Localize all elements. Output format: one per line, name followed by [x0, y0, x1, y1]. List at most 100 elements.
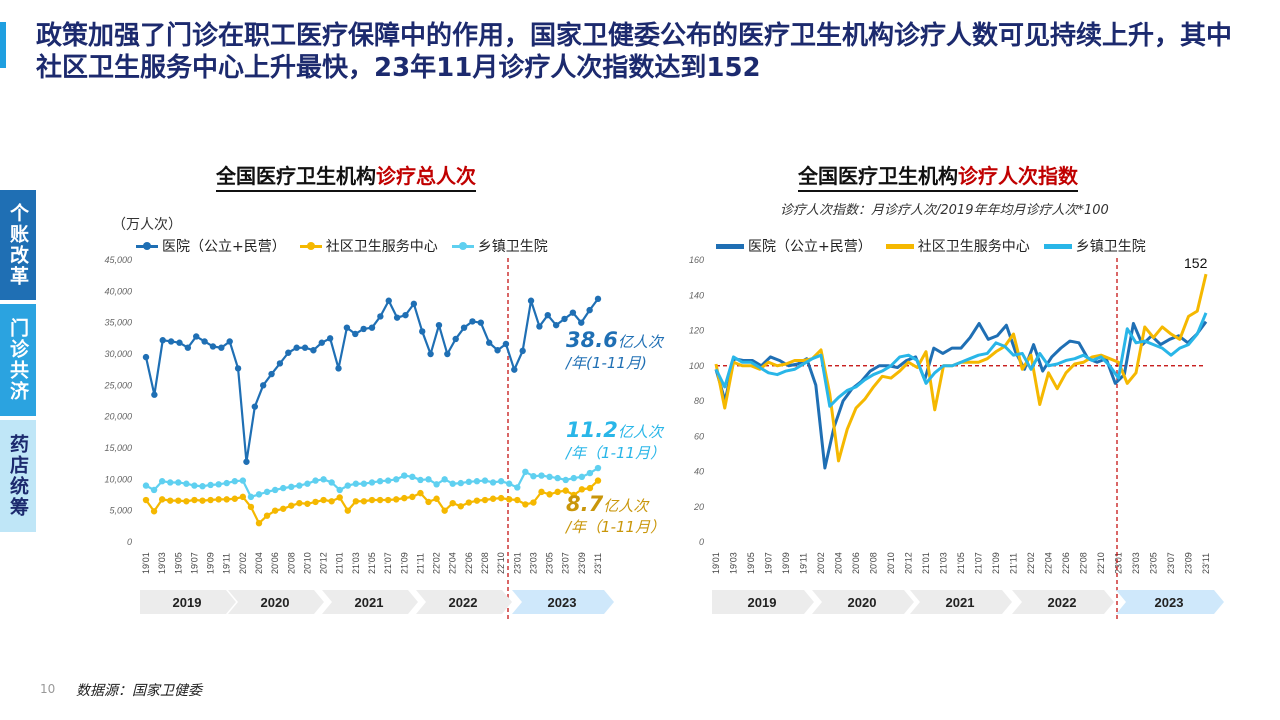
left-series-point-1	[328, 498, 335, 505]
left-series-point-0	[293, 344, 300, 351]
left-series-point-2	[263, 488, 271, 496]
left-y-tick: 20,000	[103, 412, 132, 422]
side-tab-account-reform[interactable]: 个账改革	[0, 190, 36, 300]
right-x-tick: 23'01	[1114, 552, 1124, 574]
left-x-tick: 19'05	[173, 552, 183, 574]
right-x-tick: 21'07	[974, 552, 984, 574]
left-title-highlight: 诊疗总人次	[376, 164, 476, 188]
left-y-tick: 40,000	[104, 286, 132, 296]
left-series-point-2	[578, 473, 586, 481]
right-chart-title: 全国医疗卫生机构诊疗人次指数	[798, 160, 1078, 192]
left-series-point-2	[223, 479, 230, 487]
left-y-tick: 0	[127, 537, 132, 547]
right-x-tick: 19'05	[746, 552, 756, 574]
left-series-point-2	[247, 493, 255, 501]
left-series-point-1	[360, 498, 368, 505]
left-series-point-1	[417, 489, 424, 497]
right-x-tick: 19'03	[729, 552, 739, 574]
left-series-point-0	[343, 324, 351, 331]
left-x-tick: 22'02	[432, 552, 442, 574]
left-series-point-2	[150, 486, 158, 494]
left-x-tick: 19'11	[222, 553, 232, 574]
left-series-point-2	[376, 478, 384, 485]
left-series-point-0	[360, 325, 367, 333]
left-series-point-2	[489, 479, 497, 486]
left-x-tick: 23'07	[561, 552, 571, 574]
right-y-tick: 20	[693, 502, 704, 512]
left-year-band	[322, 590, 418, 614]
left-series-point-1	[368, 496, 376, 504]
left-series-point-0	[552, 321, 560, 329]
right-legend: 医院（公立+民营） 社区卫生服务中心 乡镇卫生院	[716, 236, 1146, 256]
left-series-point-0	[594, 295, 602, 303]
left-series-point-2	[546, 473, 553, 481]
right-year-band	[812, 590, 914, 614]
left-series-point-0	[259, 382, 267, 389]
left-year-label: 2023	[548, 595, 577, 610]
left-series-point-0	[469, 318, 476, 325]
left-series-point-0	[352, 330, 359, 338]
left-y-tick: 35,000	[104, 318, 132, 328]
left-series-point-2	[328, 479, 335, 486]
right-y-tick: 0	[699, 537, 704, 547]
left-y-tick: 5,000	[109, 506, 132, 516]
left-legend-hospital: 医院（公立+民营）	[136, 236, 286, 256]
left-series-point-2	[175, 479, 182, 486]
right-x-tick: 20'02	[816, 552, 826, 574]
left-series-point-1	[514, 496, 521, 504]
left-series-point-0	[193, 333, 200, 340]
right-x-tick: 23'05	[1149, 552, 1159, 574]
left-series-point-2	[296, 482, 303, 489]
left-series-point-1	[538, 488, 545, 496]
right-x-tick: 21'05	[956, 552, 966, 574]
side-tab-pharmacy-pooling[interactable]: 药店统筹	[0, 420, 36, 532]
right-series-line-2	[714, 312, 1208, 408]
left-year-label: 2022	[449, 595, 478, 610]
left-series-point-2	[594, 464, 602, 472]
title-accent-bar	[0, 22, 6, 68]
left-series-point-0	[142, 353, 150, 361]
left-series-point-1	[280, 505, 287, 512]
left-series-point-2	[191, 482, 198, 489]
left-series-point-0	[310, 347, 317, 354]
left-series-point-1	[586, 484, 594, 492]
left-series-point-2	[393, 476, 400, 483]
annotation-community: 8.7亿人次 /年（1-11月）	[566, 492, 666, 536]
left-series-point-2	[433, 481, 440, 488]
left-series-point-2	[142, 482, 150, 489]
right-year-band	[910, 590, 1012, 614]
side-tab-outpatient-pooling[interactable]: 门诊共济	[0, 304, 36, 416]
left-x-tick: 21'11	[415, 553, 425, 574]
left-series-point-1	[393, 496, 400, 503]
left-series-point-2	[481, 477, 489, 484]
right-x-tick: 19'11	[799, 553, 809, 574]
left-series-point-1	[167, 497, 174, 504]
left-x-tick: 23'11	[593, 553, 603, 574]
right-y-tick: 100	[689, 361, 704, 371]
left-series-point-0	[527, 297, 535, 304]
left-series-point-1	[497, 494, 505, 502]
left-series-point-1	[255, 520, 263, 527]
left-series-point-1	[449, 499, 456, 507]
right-y-tick: 80	[694, 396, 704, 406]
left-series-point-1	[506, 496, 513, 503]
left-series-point-1	[441, 507, 448, 514]
left-series-point-0	[184, 344, 192, 351]
left-series-point-2	[167, 479, 174, 486]
left-series-point-2	[231, 478, 238, 485]
left-series-point-0	[159, 337, 166, 344]
left-series-point-1	[288, 502, 295, 509]
right-y-tick: 40	[694, 467, 704, 477]
left-series-point-1	[142, 496, 150, 504]
left-series-point-2	[554, 474, 561, 482]
right-x-tick: 23'09	[1184, 552, 1194, 574]
left-y-tick: 15,000	[104, 443, 132, 453]
left-series-point-1	[296, 499, 303, 507]
left-x-tick: 19'09	[206, 552, 216, 574]
page-headline: 政策加强了门诊在职工医疗保障中的作用，国家卫健委公布的医疗卫生机构诊疗人数可见持…	[36, 21, 1233, 83]
right-y-tick: 160	[689, 255, 704, 265]
left-series-point-1	[239, 493, 247, 501]
left-series-point-1	[336, 494, 343, 501]
left-series-point-0	[444, 350, 451, 358]
left-series-point-2	[465, 478, 473, 486]
